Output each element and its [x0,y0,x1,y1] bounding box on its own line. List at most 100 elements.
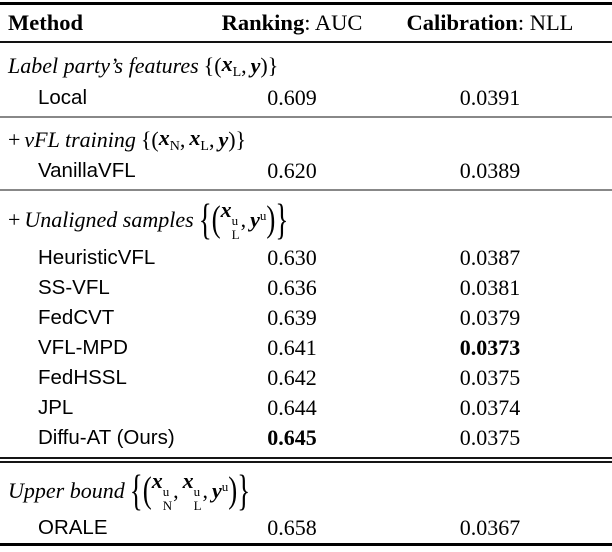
section-heading-vfl-training: + vFL training{(xN, xL, y)} [0,118,612,156]
table-row: ORALE 0.658 0.0367 [0,513,612,543]
auc-value: 0.658 [267,515,317,540]
top-rule [0,2,612,5]
method-name: SS-VFL [38,276,110,299]
nll-value: 0.0375 [459,425,521,450]
section-rows-upper-bound: ORALE 0.658 0.0367 [0,513,612,543]
heading-text: Unaligned samples [24,206,194,232]
auc-value: 0.641 [267,335,317,360]
math-delimiter: {( [203,52,222,78]
math-punctuation: , [202,477,209,503]
math-punctuation: , [241,52,247,78]
nll-value: 0.0379 [459,305,521,330]
nll-value: 0.0375 [459,365,521,390]
nll-value: 0.0381 [459,275,521,300]
method-name: Diffu-AT (Ours) [38,426,175,449]
table-header-row: Method Ranking: AUC Calibration: NLL [0,5,612,41]
math-delimiter: {( [140,126,159,152]
math-superscript: u [221,478,229,494]
bottom-rule [0,543,612,546]
auc-value: 0.644 [267,395,317,420]
table-row: Local 0.609 0.0391 [0,83,612,113]
math-superscript: u [259,207,267,223]
big-brace: { [129,465,143,514]
math-punctuation: , [208,126,215,152]
nll-value: 0.0387 [459,245,521,270]
section-divider-3 [0,457,612,463]
auc-value: 0.630 [267,245,317,270]
table-row: FedCVT 0.639 0.0379 [0,303,612,333]
calibration-label: Calibration [406,10,518,35]
method-name: FedHSSL [38,366,127,389]
ranking-metric: : AUC [304,10,363,35]
ranking-label: Ranking [221,10,305,35]
auc-value: 0.609 [267,85,317,110]
column-header-ranking-auc: Ranking: AUC [182,10,402,36]
method-name: FedCVT [38,306,115,329]
method-name: ORALE [38,516,108,539]
method-name: VanillaVFL [38,159,136,182]
table-row: JPL 0.644 0.0374 [0,393,612,423]
section-rows-unaligned-samples: HeuristicVFL 0.630 0.0387 SS-VFL 0.636 0.0381… [0,243,612,453]
big-paren: ) [228,469,238,511]
nll-value: 0.0367 [459,515,521,540]
math-variable: y [250,52,261,78]
section-rows-label-party: Local 0.609 0.0391 [0,83,612,113]
section-divider-1 [0,116,612,118]
math-delimiter: )} [260,52,279,78]
nll-value: 0.0389 [459,158,521,183]
section-heading-label-party-features: Label party’s features{(xL, y)} [0,43,612,83]
table-row: HeuristicVFL 0.630 0.0387 [0,243,612,273]
method-name: VFL-MPD [38,336,128,359]
header-rule [0,41,612,43]
table-row: SS-VFL 0.636 0.0381 [0,273,612,303]
section-heading-unaligned-samples: + Unaligned samples{(x u L, yu)} [0,191,612,243]
nll-value: 0.0373 [459,335,521,360]
math-variable: xN [158,124,180,154]
table-row: Diffu-AT (Ours) 0.645 0.0375 [0,423,612,453]
math-variable: y [218,126,229,152]
method-name: HeuristicVFL [38,246,156,269]
math-variable: xL [189,124,209,154]
method-name: JPL [38,396,74,419]
math-punctuation: , [173,477,179,503]
math-punctuation: , [179,126,186,152]
math-variable: yu [250,206,267,232]
calibration-metric: : NLL [517,10,574,35]
big-paren: ( [142,469,152,511]
math-punctuation: + [8,206,21,232]
auc-value: 0.645 [267,425,317,450]
auc-value: 0.620 [267,158,317,183]
auc-value: 0.639 [267,305,317,330]
math-variable: xL [221,50,242,80]
table-row: VanillaVFL 0.620 0.0389 [0,156,612,186]
column-header-method: Method [8,10,83,35]
heading-text: Upper bound [8,477,125,503]
big-paren: ) [266,198,276,240]
auc-value: 0.642 [267,365,317,390]
heading-text: vFL training [24,126,136,152]
auc-value: 0.636 [267,275,317,300]
heading-text: Label party’s features [8,52,199,78]
nll-value: 0.0391 [459,85,521,110]
section-heading-upper-bound: Upper bound{(x u N, x u L, yu)} [0,463,612,513]
column-header-calibration-nll: Calibration: NLL [402,10,578,36]
math-punctuation: , [240,206,247,232]
math-delimiter: )} [228,126,247,152]
big-brace: { [198,194,212,243]
section-divider-2 [0,189,612,191]
section-rows-vfl-training: VanillaVFL 0.620 0.0389 [0,156,612,186]
table-row: FedHSSL 0.642 0.0375 [0,363,612,393]
math-subscript: L [200,138,209,154]
math-subscript: L [232,64,242,80]
table-row: VFL-MPD 0.641 0.0373 [0,333,612,363]
math-subscript: N [169,138,180,154]
method-name: Local [38,86,88,109]
math-variable: yu [212,477,229,503]
big-paren: ( [211,198,221,240]
